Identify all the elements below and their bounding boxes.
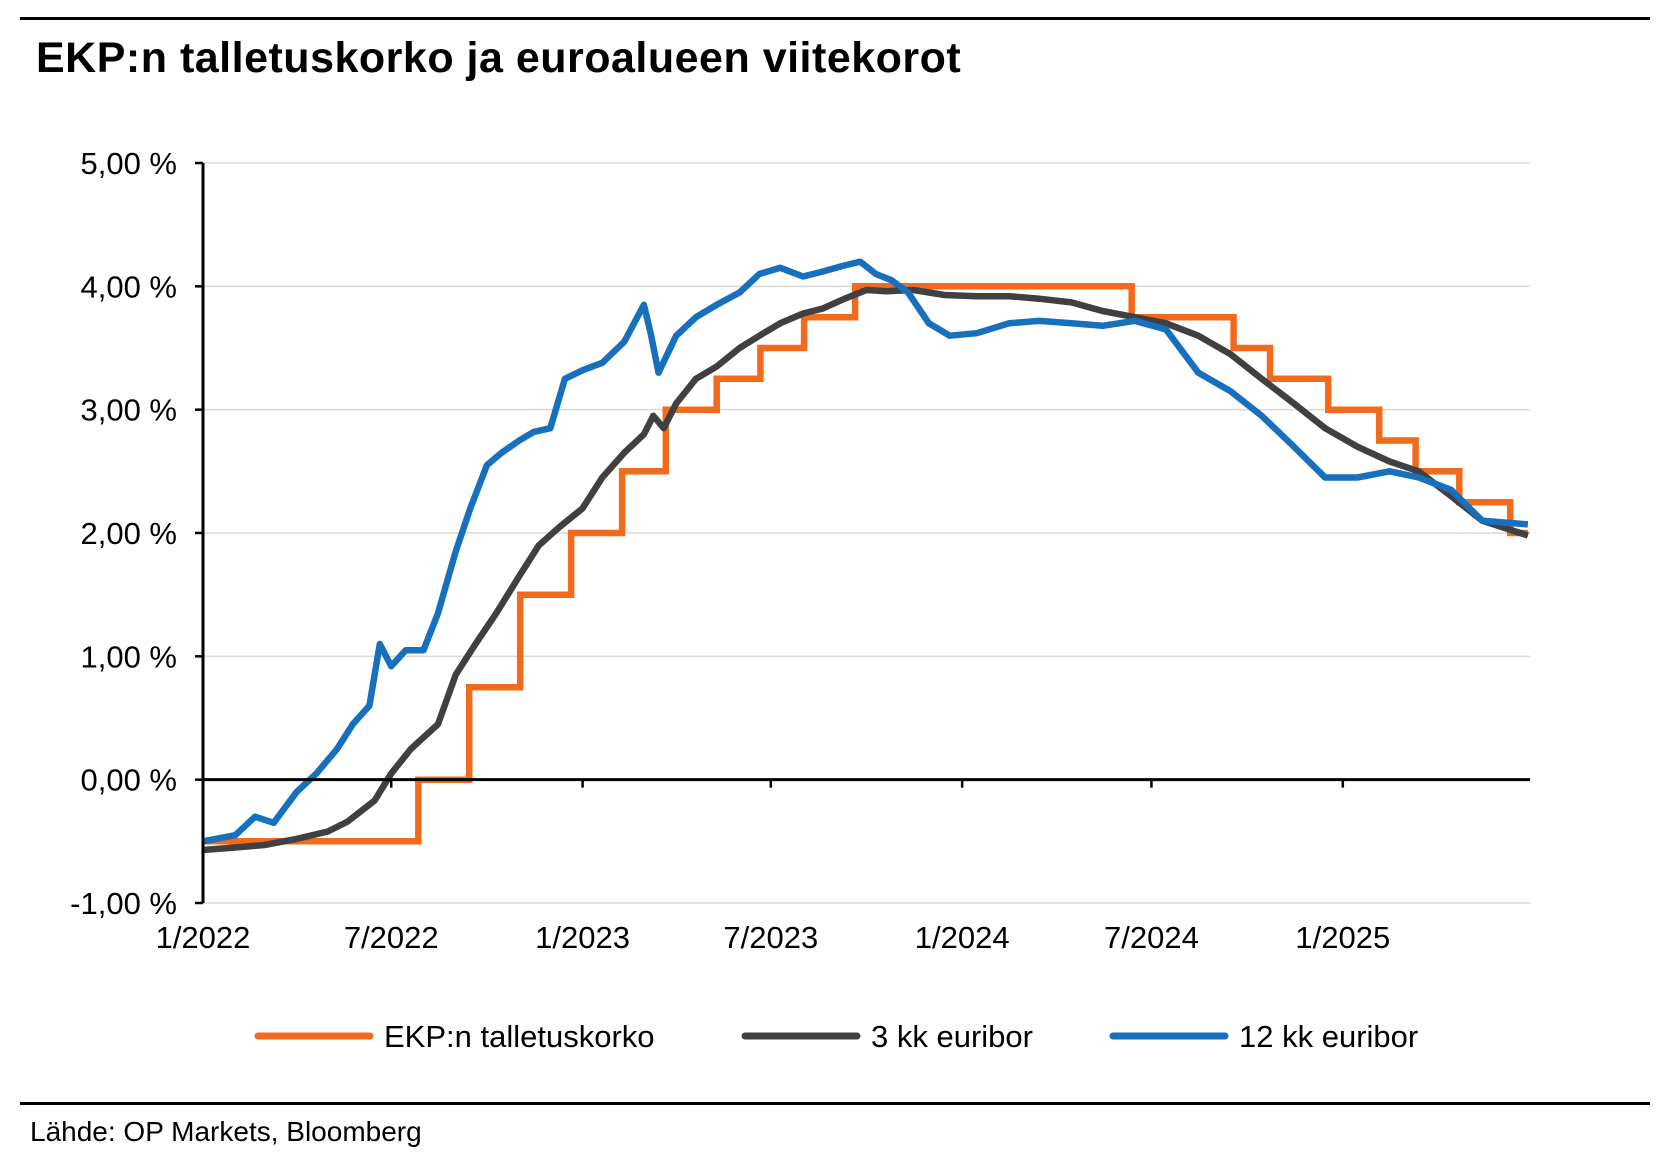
series-line-1 [203, 283, 1528, 845]
x-tick-label: 7/2022 [344, 920, 439, 955]
legend: EKP:n talletuskorko 3 kk euribor 12 kk eur… [254, 1019, 1418, 1054]
y-tick-label: 3,00 % [80, 393, 177, 428]
bottom-rule [20, 1102, 1650, 1105]
y-tick-label: 5,00 % [80, 146, 177, 181]
series-lines [202, 258, 1529, 854]
source-note: Lähde: OP Markets, Bloomberg [30, 1116, 422, 1147]
gridlines [203, 162, 1530, 904]
y-tick-label: 2,00 % [80, 516, 177, 551]
y-axis-ticks: 5,00 % 4,00 % 3,00 % 2,00 % 1,00 % 0,00 % -1,0… [70, 146, 203, 921]
series-line-2 [202, 286, 1529, 854]
legend-label-3: 12 kk euribor [1239, 1019, 1418, 1054]
y-tick-label: 4,00 % [80, 269, 177, 304]
x-tick-label: 7/2023 [723, 920, 818, 955]
x-tick-label: 1/2022 [156, 920, 251, 955]
x-axis-ticks: 1/2022 7/2022 1/2023 7/2023 1/2024 7/2024 1/20… [156, 779, 1390, 955]
legend-label-2: 3 kk euribor [871, 1019, 1033, 1054]
legend-label-1: EKP:n talletuskorko [384, 1019, 655, 1054]
axes [201, 163, 1530, 903]
top-rule [20, 17, 1650, 20]
y-tick-label: -1,00 % [70, 886, 177, 921]
x-tick-label: 1/2024 [915, 920, 1010, 955]
x-tick-label: 7/2024 [1104, 920, 1199, 955]
y-tick-label: 1,00 % [80, 639, 177, 674]
series-line-3 [202, 258, 1529, 845]
chart-title: EKP:n talletuskorko ja euroalueen viitek… [36, 34, 962, 82]
x-tick-label: 1/2023 [535, 920, 630, 955]
x-tick-label: 1/2025 [1295, 920, 1390, 955]
y-tick-label: 0,00 % [80, 763, 177, 798]
